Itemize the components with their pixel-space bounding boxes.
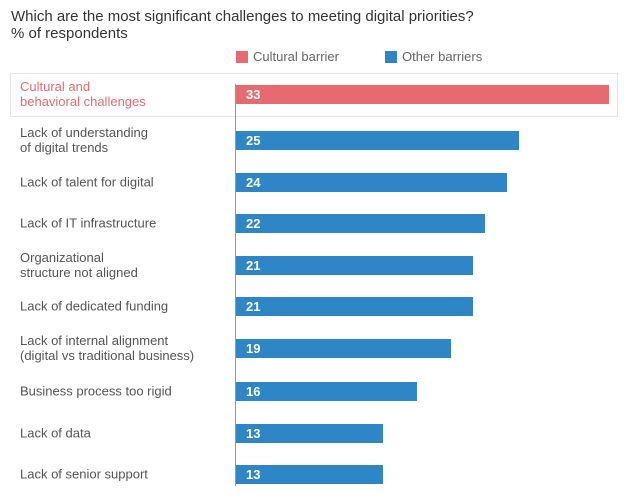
category-label: Cultural and behavioral challenges (20, 79, 146, 109)
category-label-line: Lack of dedicated funding (20, 298, 169, 314)
legend-swatch-other (385, 50, 397, 63)
category-label-line: (digital vs traditional business) (20, 348, 195, 363)
category-label-line: Business process too rigid (20, 383, 172, 399)
category-label: Business process too rigid (20, 384, 172, 399)
axis-line (235, 84, 236, 486)
category-label-line: Lack of understanding (20, 125, 148, 140)
category-label: Lack of IT infrastructure (20, 216, 156, 231)
category-label-line: Cultural and (20, 79, 91, 94)
legend-item-cultural: Cultural barrier (236, 49, 339, 64)
data-label: 33 (246, 86, 261, 102)
category-label-line: Organizational (20, 250, 104, 265)
category-label-line: Lack of data (20, 425, 91, 441)
bar: 21 (236, 255, 474, 275)
data-label: 25 (246, 132, 261, 148)
bar: 22 (236, 213, 485, 233)
legend-label-cultural: Cultural barrier (253, 49, 339, 64)
category-label-line: Lack of talent for digital (20, 174, 154, 190)
bar: 13 (236, 423, 383, 443)
category-label: Lack of senior support (20, 467, 148, 482)
legend-swatch-cultural (236, 50, 248, 63)
category-label-line: behavioral challenges (20, 94, 146, 109)
bar: 25 (236, 130, 519, 150)
data-label: 19 (246, 340, 261, 356)
data-label: 24 (246, 174, 261, 190)
bar: 21 (236, 296, 474, 316)
legend-item-other: Other barriers (385, 49, 482, 64)
data-label: 22 (246, 215, 261, 231)
legend-label-other: Other barriers (402, 49, 483, 64)
highlight-box (10, 73, 618, 117)
data-label: 21 (246, 298, 261, 314)
data-label: 13 (246, 425, 261, 441)
bar: 16 (236, 381, 417, 401)
data-label: 16 (246, 383, 261, 399)
bar: 19 (236, 338, 451, 358)
data-label: 13 (246, 466, 261, 482)
data-label: 21 (246, 257, 261, 273)
chart-subtitle: % of respondents (11, 25, 128, 42)
category-label: Organizational structure not aligned (20, 250, 138, 280)
category-label-line: Lack of IT infrastructure (20, 215, 157, 231)
bar: 24 (236, 172, 508, 192)
category-label: Lack of internal alignment (digital vs tr… (20, 333, 194, 363)
category-label-line: structure not aligned (20, 265, 138, 280)
category-label: Lack of dedicated funding (20, 299, 168, 314)
category-label: Lack of understanding of digital trends (20, 125, 148, 155)
bar: 13 (236, 464, 383, 484)
bar: 33 (236, 84, 609, 104)
category-label: Lack of data (20, 426, 91, 441)
category-label-line: Lack of internal alignment (20, 333, 169, 348)
chart-title: Which are the most significant challenge… (11, 8, 474, 25)
category-label: Lack of talent for digital (20, 175, 154, 190)
category-label-line: of digital trends (20, 140, 109, 155)
category-label-line: Lack of senior support (20, 466, 148, 482)
